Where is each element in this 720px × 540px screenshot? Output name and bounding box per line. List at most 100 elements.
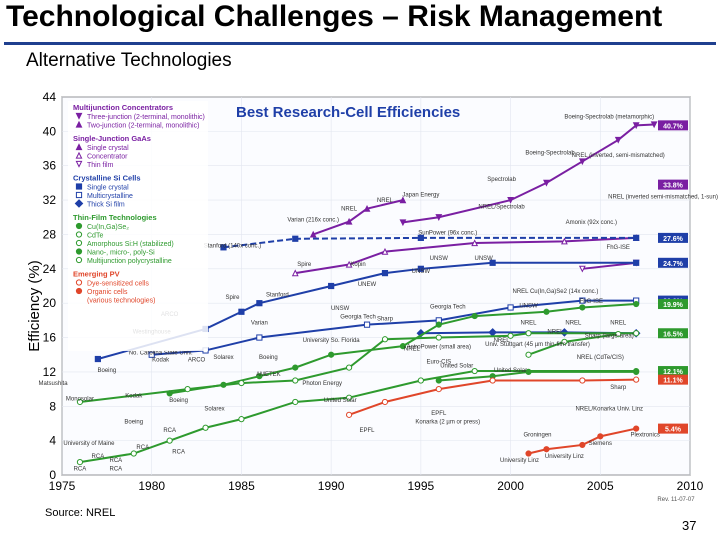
y-tick-label: 32 [43,193,57,207]
annotation-label: Konarka (2 µm or press) [415,419,480,425]
end-label-text: 27.6% [663,236,684,243]
data-point [328,282,335,290]
annotation-label: RCA [92,454,105,460]
annotation-label: Spire [297,262,312,268]
annotation-label: Kodak [125,394,143,400]
data-point [579,441,586,449]
legend-entry: Multicrystalline [87,193,133,200]
revision-note: Rev. 11-07-07 [657,497,695,503]
x-tick-label: 1995 [408,479,435,493]
data-point [75,239,83,247]
data-point [345,260,353,268]
annotation-label: Boeing-Spectrolab [525,151,575,157]
data-point [489,377,496,384]
annotation-label: Spire [225,295,240,301]
end-label-box [658,232,688,243]
data-point [345,411,353,418]
y-tick-label: 40 [43,124,57,138]
data-point [75,231,83,238]
data-point [435,321,442,328]
slide-title: Technological Challenges – Risk Manageme… [6,0,663,33]
end-label-text: 11.1% [663,378,683,385]
y-tick-label: 16 [43,331,57,345]
annotation-layer: Boeing-Spectrolab (metamorphic) Boeing-Sp… [39,114,718,472]
data-point [363,204,371,212]
y-tick-label: 0 [49,468,56,482]
annotation-label: RCA [74,467,87,473]
end-label: 5.4% [658,423,688,434]
annotation-label: RCA [109,458,122,464]
data-point [75,222,83,230]
page-number: 37 [682,518,697,533]
data-point [507,332,514,339]
x-tick-label: 2005 [587,479,614,493]
legend-group-title: Single-Junction GaAs [73,134,151,143]
annotation-label: Sharp (large-area) [585,334,634,340]
annotation-label: UNSW [519,303,538,309]
y-tick-label: 28 [43,227,57,241]
data-point [525,368,532,376]
end-label: 12.1% [658,366,688,377]
series-line [79,332,637,403]
annotation-label: Stanford (140x conc.) [204,243,261,249]
end-label: 16.5% [658,328,688,339]
data-point [417,377,424,384]
data-point [399,196,407,204]
legend-entry: Dye-sensitized cells [87,281,149,288]
legend-group-title: Multijunction Concentrators [73,103,173,112]
annotation-label: NREL [377,198,394,204]
y-tick-label: 12 [43,365,57,379]
data-point [75,151,83,159]
data-point [525,351,532,358]
data-point [615,331,622,338]
data-point [633,425,640,432]
series [525,331,622,358]
data-point [561,338,568,345]
annotation-label: University Linz [545,454,584,460]
annotation-label: FhG-ISE [607,245,630,251]
annotation-label: UNSW [412,269,431,275]
legend-entry: Thick Si film [87,202,125,209]
annotation-label: RCA [163,428,176,434]
data-point [435,334,442,341]
data-point [471,367,478,375]
data-point [579,297,586,304]
series-line [79,370,637,464]
end-label-text: 24.7% [663,261,684,268]
x-tick-label: 2010 [677,479,704,493]
data-point [94,355,101,363]
end-label-text: 16.5% [663,331,684,338]
data-point [74,199,84,208]
data-point [76,459,84,466]
annotation-label: Photon Energy [302,381,342,387]
axes: 0 4 8 12 16 20 24 28 32 36 40 44 1975 1980 1985 1990 199… [43,90,704,493]
annotation-label: UNSW [331,306,350,312]
data-point [633,234,640,241]
data-point [579,304,586,311]
annotation-label: NREL (inverted, semi-mismatched) [572,153,665,159]
data-point [345,364,353,371]
annotation-label: Amonix (92x conc.) [566,220,617,226]
data-point [633,368,640,376]
legend-entry: Single crystal [87,145,129,152]
data-point [328,351,335,358]
end-label-text: 5.4% [665,427,682,434]
data-point [381,247,389,255]
legend-entry: Two-junction (2-terminal, monolithic) [87,123,199,130]
data-point [471,239,479,247]
annotation-label: NREL/Konarka Univ. Linz [575,407,643,413]
annotation-label: Boeing-Spectrolab (metamorphic) [564,114,654,120]
data-point [632,122,640,130]
annotation-label: RCA [172,450,185,456]
annotation-label: ARCO [188,358,206,364]
annotation-label: Matsushita [39,381,69,387]
end-label: 27.6% [658,232,688,243]
annotation-label: Varian [251,321,268,327]
annotation-label: NREL [610,321,627,327]
data-point [75,279,83,286]
annotation-label: No. Carolina State Univ. [129,351,193,357]
data-point [543,308,550,315]
annotation-label: NREL [341,206,358,212]
data-point [256,300,263,307]
data-point [256,334,263,341]
